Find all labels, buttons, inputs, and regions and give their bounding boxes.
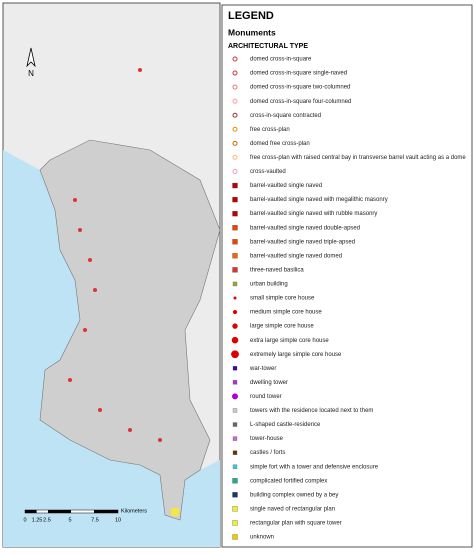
legend-icon	[232, 210, 238, 217]
legend-item: urban building	[250, 282, 288, 288]
legend-icon	[232, 56, 238, 62]
legend-item: large simple core house	[250, 324, 314, 330]
legend-icon	[231, 336, 239, 344]
sea	[3, 150, 220, 547]
legend-icon	[232, 239, 238, 245]
legend-icon	[232, 380, 238, 385]
legend-item: building complex owned by a bey	[250, 492, 338, 498]
unknown-marker	[171, 508, 179, 516]
legend-section: Monuments	[228, 27, 276, 37]
legend-icon	[232, 182, 238, 189]
legend-icon	[232, 70, 238, 76]
north-arrow	[26, 47, 36, 68]
legend-icon	[232, 478, 238, 484]
legend-icon	[232, 492, 238, 498]
legend-title: LEGEND	[228, 10, 274, 22]
legend-icon	[232, 506, 238, 512]
legend-icon	[232, 225, 238, 231]
monument-dots	[68, 68, 162, 442]
legend-item: tower-house	[250, 436, 284, 442]
legend-item: free cross-plan	[250, 127, 290, 133]
scale-label: 5	[68, 517, 71, 523]
legend-item: unknown	[250, 535, 274, 541]
legend-item: domed cross-in-square four-columned	[250, 99, 351, 105]
legend-item: domed cross-in-square single-naved	[250, 71, 347, 77]
legend-icon	[232, 112, 238, 118]
legend-icon	[231, 350, 239, 359]
scale-label: 0	[23, 517, 26, 523]
legend-icon	[232, 84, 238, 90]
legend-icon	[232, 520, 238, 526]
legend-icon	[232, 464, 238, 469]
north-label: N	[28, 69, 34, 78]
scale-bar	[24, 509, 119, 514]
legend-icon	[232, 196, 238, 203]
legend-box	[221, 4, 473, 548]
legend-item: barrel-vaulted single naved double-apsed	[250, 225, 360, 231]
legend-item: towers with the residence located next t…	[250, 408, 373, 414]
scale-label: 2.5	[43, 517, 51, 523]
legend-item: barrel-vaulted single naved triple-apsed	[250, 239, 355, 245]
legend-icon	[232, 323, 238, 329]
legend-icon	[232, 140, 238, 146]
legend-icon	[232, 408, 238, 413]
legend-item: barrel-vaulted single naved	[250, 183, 322, 189]
legend-icon	[232, 267, 238, 273]
legend-item: barrel-vaulted single naved domed	[250, 253, 342, 259]
scale-label: 10	[115, 517, 121, 523]
legend-icon	[232, 154, 238, 160]
legend-item: round tower	[250, 394, 282, 400]
legend-item: medium simple core house	[250, 310, 322, 316]
legend-item: small simple core house	[250, 296, 315, 302]
legend-item: extremely large simple core house	[250, 352, 342, 358]
legend-item: cross-in-square contracted	[250, 113, 321, 119]
legend-item: cross-vaulted	[250, 169, 286, 175]
legend-icon	[233, 296, 237, 300]
legend-item: war-tower	[249, 366, 276, 372]
legend-item: complicated fortified complex	[250, 478, 327, 484]
legend-icon	[232, 98, 238, 104]
peninsula	[39, 139, 221, 521]
legend-icon	[232, 309, 238, 315]
legend-item: castles / forts	[250, 450, 285, 456]
legend-item: domed cross-in-square two-columned	[250, 85, 350, 91]
legend-item: barrel-vaulted single naved with megalit…	[250, 197, 388, 203]
legend-item: dwelling tower	[250, 380, 288, 386]
legend-icon	[232, 366, 238, 371]
legend-item: extra large simple core house	[250, 338, 329, 344]
scale-label: 7.5	[91, 517, 99, 523]
legend-item: free cross-plan with raised central bay …	[250, 155, 466, 161]
legend-item: rectangular plan with square tower	[250, 521, 342, 527]
legend-icon	[232, 281, 238, 287]
legend-icon	[232, 168, 238, 174]
legend-item: single naved of rectangular plan	[250, 506, 335, 512]
legend-icon	[232, 534, 238, 540]
legend-icon	[232, 126, 238, 132]
legend-icon	[232, 436, 238, 441]
scale-unit: Kilometers	[121, 508, 147, 514]
legend-icon	[232, 393, 238, 400]
legend-item: barrel-vaulted single naved with rubble …	[250, 211, 377, 217]
legend-item: L-shaped castle-residence	[250, 422, 321, 428]
legend-item: domed cross-in-square	[250, 57, 312, 63]
legend-icon	[232, 422, 238, 427]
legend-icon	[232, 450, 238, 455]
legend-subtitle: ARCHITECTURAL TYPE	[228, 43, 308, 50]
legend-item: simple fort with a tower and defensive e…	[250, 464, 379, 470]
legend-icon	[232, 253, 238, 259]
legend-item: domed free cross-plan	[250, 141, 310, 147]
legend-item: three-naved basilica	[250, 267, 304, 273]
scale-label: 1.25	[32, 517, 43, 523]
